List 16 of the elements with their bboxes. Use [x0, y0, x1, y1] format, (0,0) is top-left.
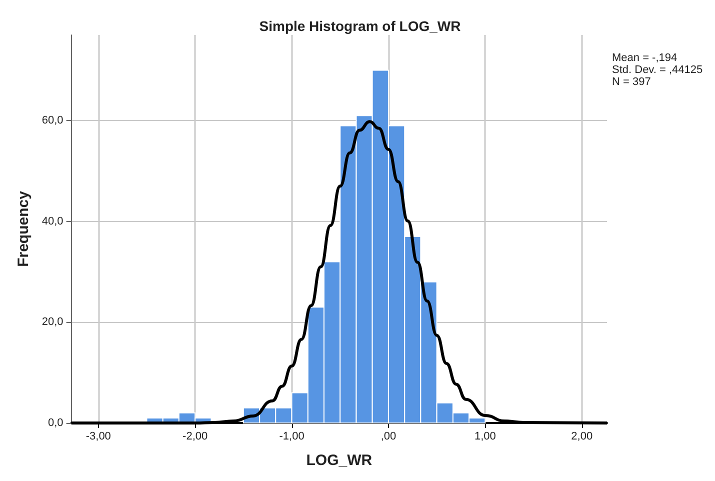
y-tick-label: 40,0: [42, 215, 64, 228]
x-tick-label: -3,00: [86, 430, 111, 442]
x-tick-label: 2,00: [571, 430, 593, 442]
x-tick-label: ,00: [380, 430, 396, 442]
y-tick-label: 60,0: [42, 114, 64, 127]
x-tick-label: -1,00: [279, 430, 304, 442]
text: Mean = -,194: [612, 52, 678, 64]
x-tick-label: 1,00: [474, 430, 496, 442]
y-tick-label: 20,0: [42, 316, 64, 328]
x-axis-title: LOG_WR: [306, 452, 372, 469]
text: N = 397: [612, 76, 651, 88]
chart-title: Simple Histogram of LOG_WR: [259, 18, 461, 34]
y-tick-label: 0,0: [48, 417, 64, 429]
x-tick-label: -2,00: [182, 430, 208, 442]
y-axis-title: Frequency: [15, 190, 32, 267]
text: Std. Dev. = ,44125: [612, 64, 703, 76]
